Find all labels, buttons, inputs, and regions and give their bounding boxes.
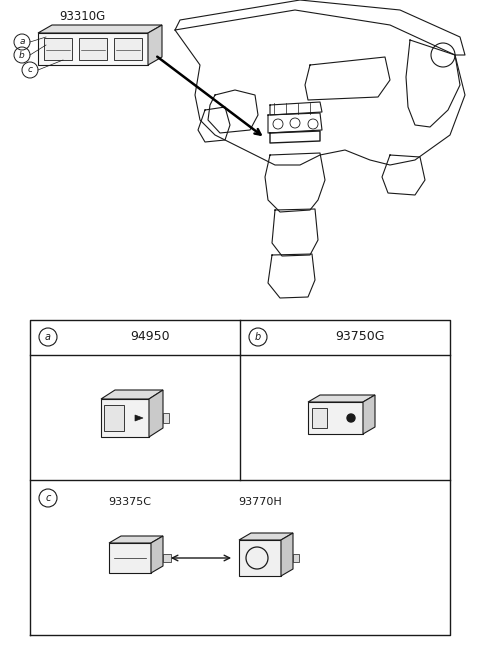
Bar xyxy=(312,408,327,428)
Bar xyxy=(114,38,142,60)
Polygon shape xyxy=(148,25,162,65)
Polygon shape xyxy=(363,395,375,434)
Text: c: c xyxy=(45,493,51,503)
Text: a: a xyxy=(19,37,25,47)
Polygon shape xyxy=(109,536,163,543)
Polygon shape xyxy=(38,25,162,33)
Polygon shape xyxy=(149,390,163,437)
Text: c: c xyxy=(27,66,33,75)
Polygon shape xyxy=(281,533,293,576)
Bar xyxy=(239,540,281,576)
Bar xyxy=(163,554,171,562)
Polygon shape xyxy=(151,536,163,573)
Text: 93375C: 93375C xyxy=(108,497,152,507)
Bar xyxy=(293,554,299,562)
Text: b: b xyxy=(19,50,25,60)
Polygon shape xyxy=(239,533,293,540)
Text: 93750G: 93750G xyxy=(335,331,385,343)
Text: 93310G: 93310G xyxy=(59,10,105,24)
Bar xyxy=(79,38,107,60)
Bar xyxy=(44,38,72,60)
Bar xyxy=(163,413,169,423)
Polygon shape xyxy=(308,395,375,402)
Bar xyxy=(38,33,148,65)
Bar xyxy=(104,405,124,431)
Polygon shape xyxy=(101,390,163,399)
Text: 93770H: 93770H xyxy=(238,497,282,507)
Text: 94950: 94950 xyxy=(130,331,170,343)
Polygon shape xyxy=(135,415,143,421)
Circle shape xyxy=(347,414,355,422)
Bar xyxy=(101,399,149,437)
Bar xyxy=(308,402,363,434)
Bar xyxy=(109,543,151,573)
Text: b: b xyxy=(255,332,261,342)
Text: a: a xyxy=(45,332,51,342)
